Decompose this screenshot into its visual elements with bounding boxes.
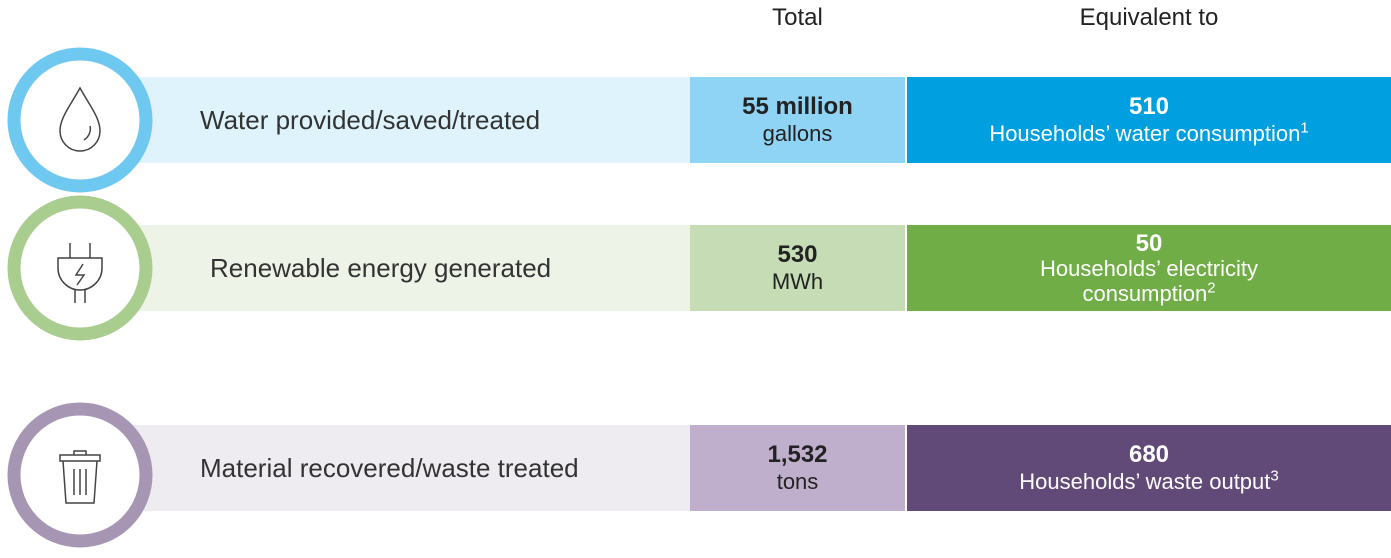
total-value: 530 <box>777 241 818 268</box>
total-value: 1,532 <box>767 441 828 468</box>
equivalent-text: Households’ electricity consumption2 <box>1019 256 1279 306</box>
total-cell: 530 MWh <box>690 225 905 311</box>
header-total: Total <box>772 4 823 31</box>
equivalent-text: Households’ water consumption1 <box>989 120 1308 147</box>
total-unit: gallons <box>762 121 833 146</box>
total-unit: MWh <box>771 269 824 294</box>
header-equivalent: Equivalent to <box>1079 4 1219 31</box>
row-label: Material recovered/waste treated <box>200 452 579 483</box>
total-cell: 1,532 tons <box>690 425 905 511</box>
row-label: Renewable energy generated <box>210 252 552 283</box>
equivalent-value: 680 <box>1128 441 1170 468</box>
footnote: 1 <box>1300 119 1309 137</box>
total-value: 55 million <box>742 93 853 120</box>
equivalent-text: Households’ waste output3 <box>1019 468 1278 495</box>
water-icon <box>7 47 153 193</box>
row-label: Water provided/saved/treated <box>200 104 541 135</box>
equivalent-desc: Households’ water consumption <box>989 121 1301 146</box>
row-band: Renewable energy generated <box>60 225 700 311</box>
trash-icon <box>7 402 153 548</box>
row-band: Material recovered/waste treated <box>60 425 700 511</box>
footnote: 3 <box>1270 467 1279 485</box>
row-band: Water provided/saved/treated <box>60 77 700 163</box>
equivalent-value: 50 <box>1135 229 1163 257</box>
equivalent-desc: Households’ waste output <box>1019 469 1271 494</box>
equivalent-desc: Households’ electricity consumption <box>1039 255 1259 306</box>
equivalent-cell: 680 Households’ waste output3 <box>907 425 1391 511</box>
total-unit: tons <box>776 469 819 494</box>
footnote: 2 <box>1207 279 1216 297</box>
equivalent-cell: 510 Households’ water consumption1 <box>907 77 1391 163</box>
total-cell: 55 million gallons <box>690 77 905 163</box>
equivalent-cell: 50 Households’ electricity consumption2 <box>907 225 1391 311</box>
equivalent-value: 510 <box>1128 93 1170 120</box>
plug-icon <box>7 195 153 341</box>
